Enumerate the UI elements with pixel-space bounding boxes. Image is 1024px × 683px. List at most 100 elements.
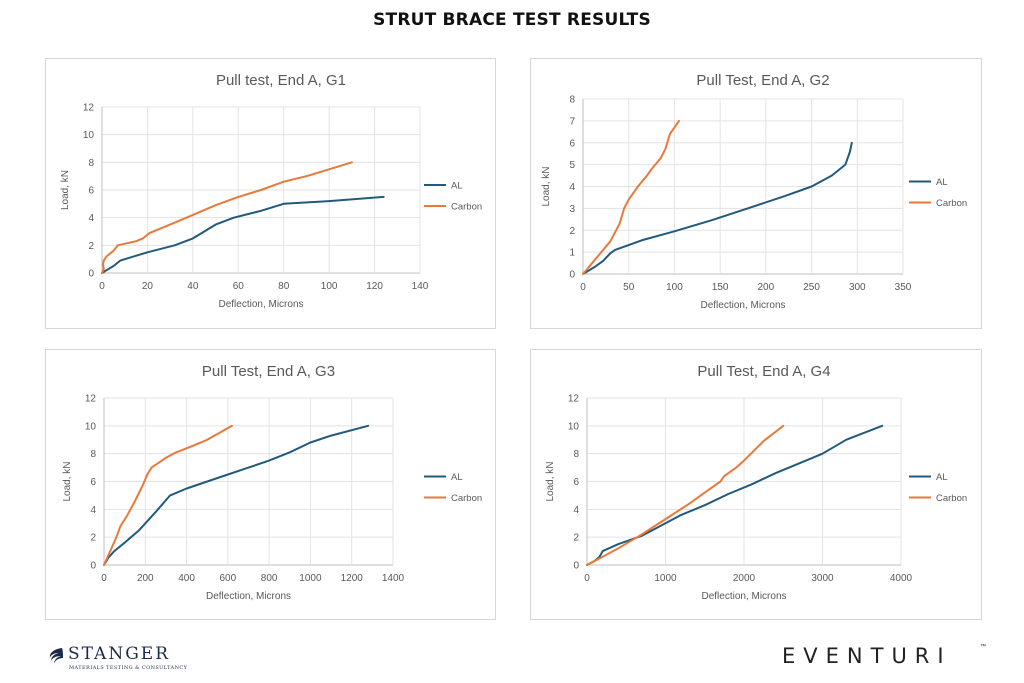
x-tick-label: 400 — [178, 573, 195, 584]
series-line-carbon — [586, 424, 785, 566]
eventuri-logo: EVENTURI ™ — [782, 644, 992, 672]
eventuri-wordmark: EVENTURI — [782, 644, 952, 668]
y-tick-label: 12 — [568, 394, 580, 405]
x-tick-label: 100 — [321, 281, 338, 292]
x-tick-label: 120 — [366, 281, 383, 292]
x-tick-label: 2000 — [733, 573, 756, 584]
x-tick-label: 0 — [99, 281, 105, 292]
y-tick-label: 4 — [569, 182, 575, 193]
x-tick-label: 140 — [412, 281, 429, 292]
x-tick-label: 100 — [666, 282, 683, 293]
series-line-carbon — [101, 161, 353, 274]
y-axis-label: Load, kN — [545, 461, 556, 501]
x-tick-label: 20 — [142, 281, 154, 292]
series-line-al — [103, 424, 370, 566]
x-tick-label: 0 — [580, 282, 586, 293]
x-axis-label: Deflection, Microns — [700, 300, 785, 311]
x-axis-label: Deflection, Microns — [701, 591, 786, 602]
chart-title: Pull test, End A, G1 — [216, 72, 346, 89]
y-tick-label: 12 — [83, 103, 95, 114]
series-line-al — [586, 424, 884, 566]
legend-label-al: AL — [936, 472, 948, 483]
y-tick-label: 0 — [569, 270, 575, 281]
y-tick-label: 6 — [88, 186, 94, 197]
y-axis-label: Load, kN — [541, 166, 552, 206]
chart-panel-g1: Pull test, End A, G1 0 2 4 6 8 10 12 0 20 40 60 80 10… — [45, 58, 496, 329]
chart-svg: Pull Test, End A, G4 0 2 4 6 8 10 12 0 1000 2000 30… — [545, 363, 967, 602]
y-tick-label: 0 — [90, 561, 96, 572]
legend-label-al: AL — [451, 181, 463, 192]
legend-label-carbon: Carbon — [451, 493, 482, 504]
x-tick-label: 200 — [758, 282, 775, 293]
legend-label-al: AL — [451, 472, 463, 483]
x-tick-label: 300 — [849, 282, 866, 293]
y-tick-label: 2 — [569, 226, 575, 237]
y-tick-label: 8 — [569, 95, 575, 106]
legend-label-al: AL — [936, 177, 948, 188]
x-tick-label: 1400 — [382, 573, 405, 584]
x-tick-label: 0 — [584, 573, 590, 584]
x-tick-label: 0 — [101, 573, 107, 584]
y-tick-label: 5 — [569, 160, 575, 171]
stanger-mark-icon — [49, 648, 63, 664]
legend-label-carbon: Carbon — [936, 198, 967, 209]
x-tick-label: 800 — [261, 573, 278, 584]
x-axis-label: Deflection, Microns — [218, 299, 303, 310]
y-tick-label: 2 — [90, 533, 96, 544]
legend-label-carbon: Carbon — [936, 493, 967, 504]
y-tick-label: 6 — [90, 477, 96, 488]
y-tick-label: 6 — [569, 138, 575, 149]
x-tick-label: 4000 — [890, 573, 913, 584]
page-title: STRUT BRACE TEST RESULTS — [373, 10, 651, 30]
legend-label-carbon: Carbon — [451, 202, 482, 213]
chart-title: Pull Test, End A, G4 — [697, 363, 830, 380]
y-tick-label: 7 — [569, 116, 575, 127]
y-tick-label: 8 — [88, 158, 94, 169]
series-line-al — [101, 195, 385, 274]
eventuri-trademark: ™ — [980, 644, 986, 650]
chart-svg: Pull Test, End A, G3 0 2 4 6 8 10 12 0 200 400 600 8… — [62, 363, 482, 602]
y-axis-label: Load, kN — [60, 170, 71, 210]
x-tick-label: 40 — [187, 281, 199, 292]
chart-title: Pull Test, End A, G3 — [202, 363, 335, 380]
x-tick-label: 200 — [137, 573, 154, 584]
y-tick-label: 4 — [90, 505, 96, 516]
chart-panel-g4: Pull Test, End A, G4 0 2 4 6 8 10 12 0 1000 2000 30… — [530, 349, 982, 620]
chart-title: Pull Test, End A, G2 — [696, 72, 829, 89]
y-tick-label: 2 — [88, 241, 94, 252]
series-line-carbon — [582, 119, 680, 275]
x-tick-label: 350 — [895, 282, 912, 293]
chart-panel-g3: Pull Test, End A, G3 0 2 4 6 8 10 12 0 200 400 600 8… — [45, 349, 496, 620]
y-tick-label: 0 — [573, 561, 579, 572]
y-tick-label: 0 — [88, 269, 94, 280]
y-tick-label: 10 — [85, 421, 97, 432]
y-tick-label: 8 — [573, 449, 579, 460]
x-tick-label: 60 — [233, 281, 245, 292]
stanger-logo: STANGER MATERIALS TESTING & CONSULTANCY — [48, 644, 208, 674]
series-line-carbon — [103, 424, 233, 566]
y-tick-label: 2 — [573, 533, 579, 544]
x-tick-label: 250 — [803, 282, 820, 293]
y-tick-label: 10 — [568, 421, 580, 432]
x-tick-label: 1000 — [299, 573, 322, 584]
x-tick-label: 3000 — [811, 573, 834, 584]
y-tick-label: 4 — [573, 505, 579, 516]
y-axis-label: Load, kN — [62, 461, 73, 501]
stanger-tagline: MATERIALS TESTING & CONSULTANCY — [69, 665, 188, 671]
x-tick-label: 600 — [220, 573, 237, 584]
chart-panel-g2: Pull Test, End A, G2 0 1 2 3 4 5 6 7 8 0 50 100 150 20… — [530, 58, 982, 329]
y-tick-label: 12 — [85, 394, 97, 405]
x-tick-label: 1200 — [341, 573, 364, 584]
y-tick-label: 4 — [88, 213, 94, 224]
y-tick-label: 10 — [83, 130, 95, 141]
x-tick-label: 50 — [623, 282, 635, 293]
series-line-al — [582, 141, 853, 275]
x-axis-label: Deflection, Microns — [206, 591, 291, 602]
y-tick-label: 1 — [569, 248, 575, 259]
stanger-wordmark: STANGER — [68, 644, 170, 664]
x-tick-label: 80 — [278, 281, 290, 292]
x-tick-label: 1000 — [654, 573, 677, 584]
y-tick-label: 6 — [573, 477, 579, 488]
chart-svg: Pull Test, End A, G2 0 1 2 3 4 5 6 7 8 0 50 100 150 20… — [541, 72, 967, 311]
